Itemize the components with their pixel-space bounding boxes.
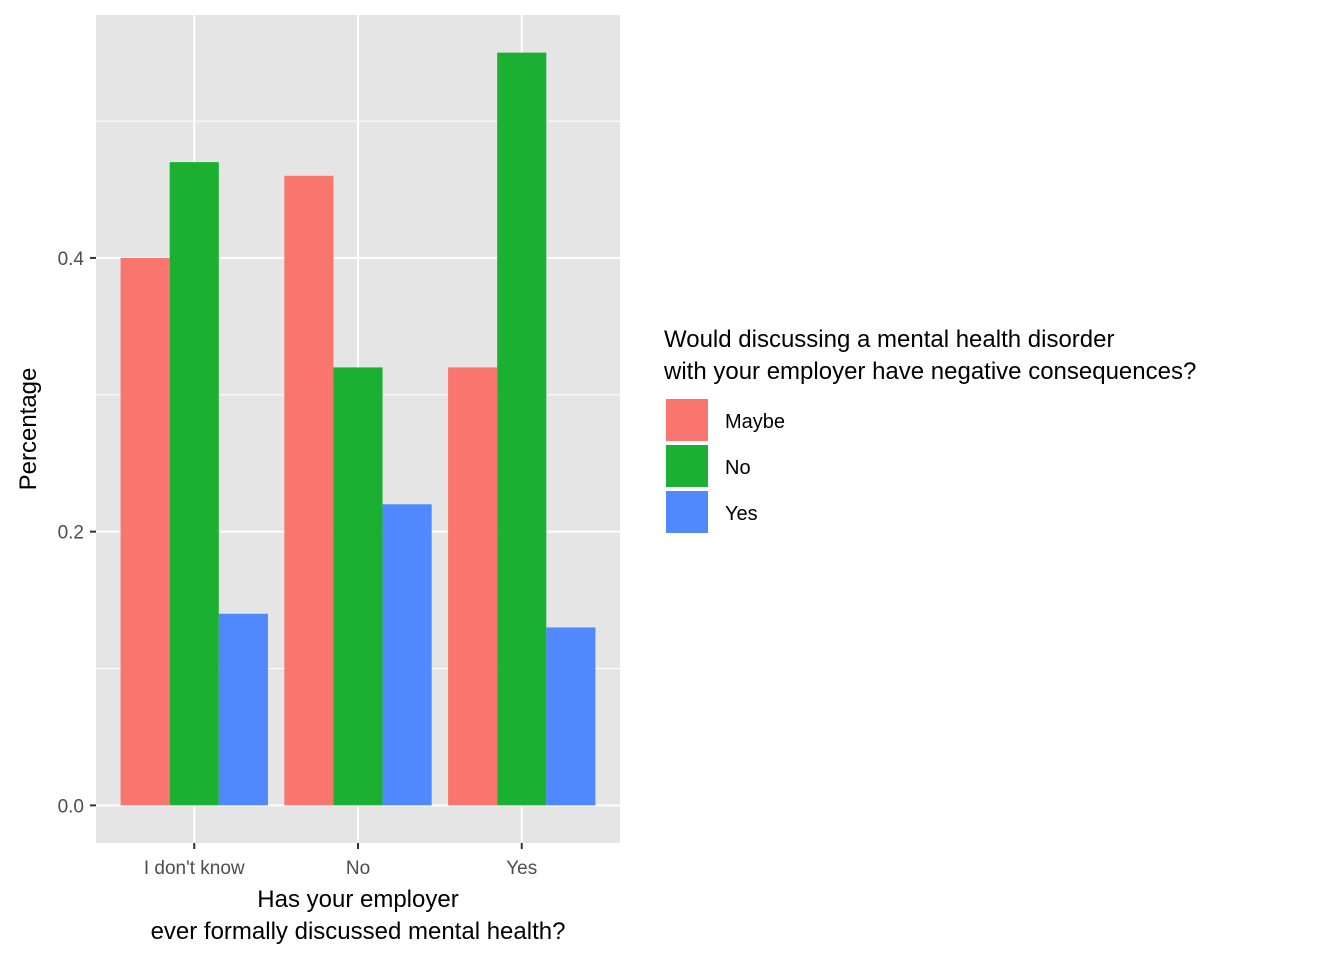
x-tick-label: I don't know — [144, 858, 245, 879]
legend-key-no — [664, 443, 710, 489]
bar-maybe — [448, 367, 498, 806]
y-axis: 0.0 0.2 0.4 — [58, 249, 96, 817]
bar-no — [497, 52, 547, 806]
x-axis: I don't know No Yes — [144, 843, 537, 879]
legend-label-yes: Yes — [725, 503, 758, 525]
y-tick-label: 0.0 — [58, 796, 84, 817]
bar-no — [169, 162, 219, 806]
legend-title-line-1: Would discussing a mental health disorde… — [664, 326, 1114, 353]
bar-yes — [218, 613, 268, 806]
x-tick-label: No — [346, 858, 370, 879]
bar-maybe — [284, 175, 334, 806]
x-tick-label: Yes — [506, 858, 537, 879]
y-tick-label: 0.2 — [58, 523, 84, 544]
legend: Would discussing a mental health disorde… — [663, 326, 1196, 535]
legend-key-yes — [664, 489, 710, 535]
bar-yes — [382, 504, 432, 806]
bar-yes — [546, 627, 596, 806]
bar-maybe — [120, 257, 170, 806]
bars — [120, 52, 596, 806]
legend-title-line-2: with your employer have negative consequ… — [663, 358, 1196, 385]
legend-label-no: No — [725, 457, 751, 479]
y-axis-label: Percentage — [15, 368, 42, 491]
y-tick-label: 0.4 — [58, 249, 85, 270]
x-axis-label-line-2: ever formally discussed mental health? — [151, 918, 566, 945]
x-axis-label-line-1: Has your employer — [257, 886, 458, 913]
bar-no — [333, 367, 383, 806]
legend-key-maybe — [664, 397, 710, 443]
legend-label-maybe: Maybe — [725, 411, 785, 433]
